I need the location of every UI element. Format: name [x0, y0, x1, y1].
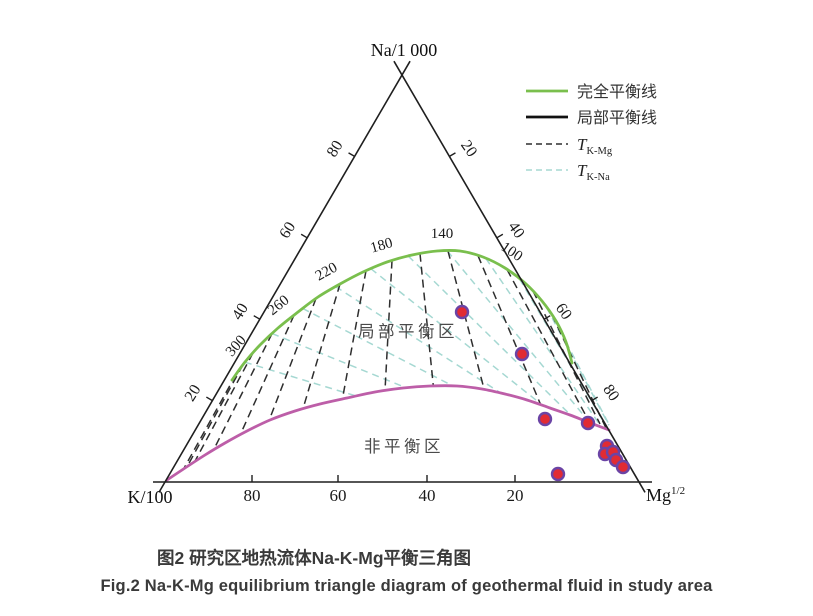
tick-label-right: 40 — [504, 219, 527, 242]
isotherm-temp-label: 180 — [369, 235, 395, 256]
legend-label: 完全平衡线 — [577, 83, 657, 101]
tick-left — [253, 315, 261, 320]
isotherm-k-mg-line — [194, 352, 254, 462]
isotherm-k-mg-line — [268, 298, 317, 420]
tick-label-bottom: 80 — [244, 486, 261, 505]
vertex-label-mg: Mg1/2 — [646, 485, 685, 505]
tick-right — [543, 315, 551, 320]
vertex-label-na: Na/1 000 — [371, 40, 438, 60]
sample-point — [550, 466, 566, 482]
isotherms-k-mg — [183, 250, 607, 469]
tick-label-bottom: 60 — [330, 486, 347, 505]
tick-label-right: 20 — [457, 137, 480, 160]
isotherm-k-mg-line — [447, 250, 485, 389]
isotherm-k-na-line — [565, 341, 610, 425]
region-label-partial-equilibrium: 局部平衡区 — [358, 322, 458, 341]
isotherm-temp-label: 300 — [223, 332, 250, 359]
caption-chinese: 图2 研究区地热流体Na-K-Mg平衡三角图 — [156, 548, 472, 568]
sample-point — [454, 304, 470, 320]
triangle-edges — [153, 60, 652, 493]
tick-label-right: 80 — [599, 382, 622, 405]
isotherm-k-mg-line — [213, 333, 273, 449]
isotherm-k-mg-line — [240, 314, 295, 434]
tick-right — [591, 396, 599, 402]
isotherm-k-mg-line — [341, 270, 367, 399]
tick-label-left: 40 — [229, 300, 252, 323]
isotherm-temp-label: 260 — [265, 292, 293, 319]
isotherm-temp-label: 220 — [313, 260, 340, 285]
isotherm-k-mg-line — [186, 364, 244, 467]
tick-left — [205, 396, 213, 402]
isotherm-k-mg-line — [477, 255, 542, 405]
tick-left — [348, 152, 355, 158]
tick-label-left: 60 — [276, 219, 299, 242]
isotherm-k-na-line — [407, 255, 570, 415]
tick-label-right: 60 — [552, 300, 575, 323]
isotherm-k-mg-line — [384, 260, 393, 391]
tick-label-left: 20 — [182, 382, 205, 405]
tick-label-left: 80 — [324, 138, 347, 161]
legend-label: TK-Na — [577, 161, 610, 183]
isotherm-k-na-line — [335, 285, 500, 393]
isotherm-temp-label: 100 — [498, 239, 526, 265]
isotherm-k-mg-line — [419, 253, 434, 386]
isotherm-temp-label: 140 — [431, 226, 454, 242]
tick-label-bottom: 20 — [507, 486, 524, 505]
tick-label-bottom: 40 — [419, 486, 436, 505]
tick-right — [496, 233, 504, 239]
isotherm-k-mg-line — [302, 283, 341, 408]
region-label-non-equilibrium: 非平衡区 — [364, 437, 444, 456]
isotherm-k-na-line — [244, 361, 356, 397]
isotherm-k-na-line — [545, 307, 610, 426]
legend-label: 局部平衡线 — [577, 109, 657, 127]
isotherm-k-na-line — [302, 307, 452, 386]
legend-label: TK-Mg — [577, 135, 613, 157]
ternary-diagram: 300 260 220 180 140 100 80 60 40 20 20 40 60 80 20 40 60… — [128, 40, 686, 507]
isotherm-k-na-line — [446, 250, 590, 423]
isotherm-k-na-line — [370, 268, 542, 405]
sample-point — [615, 459, 631, 475]
partial-equilibrium-curve — [165, 384, 611, 482]
tick-right — [449, 152, 456, 158]
tick-left — [300, 233, 308, 239]
isotherm-k-mg-line — [532, 290, 601, 425]
sample-point — [514, 346, 530, 362]
edge-left — [158, 60, 411, 493]
caption-english: Fig.2 Na-K-Mg equilibrium triangle diagr… — [100, 577, 713, 595]
edge-right — [393, 60, 646, 493]
full-equilibrium-curve — [230, 248, 574, 382]
sample-point — [537, 411, 553, 427]
isotherm-k-mg-line — [183, 374, 237, 469]
vertex-label-k: K/100 — [128, 487, 173, 507]
axis-ticks: 80 60 40 20 20 40 60 80 20 40 60 80 — [182, 137, 623, 505]
sample-points — [454, 304, 631, 482]
isotherm-k-na-line — [485, 257, 602, 427]
sample-point — [580, 415, 596, 431]
isotherm-k-mg-line — [506, 269, 590, 422]
